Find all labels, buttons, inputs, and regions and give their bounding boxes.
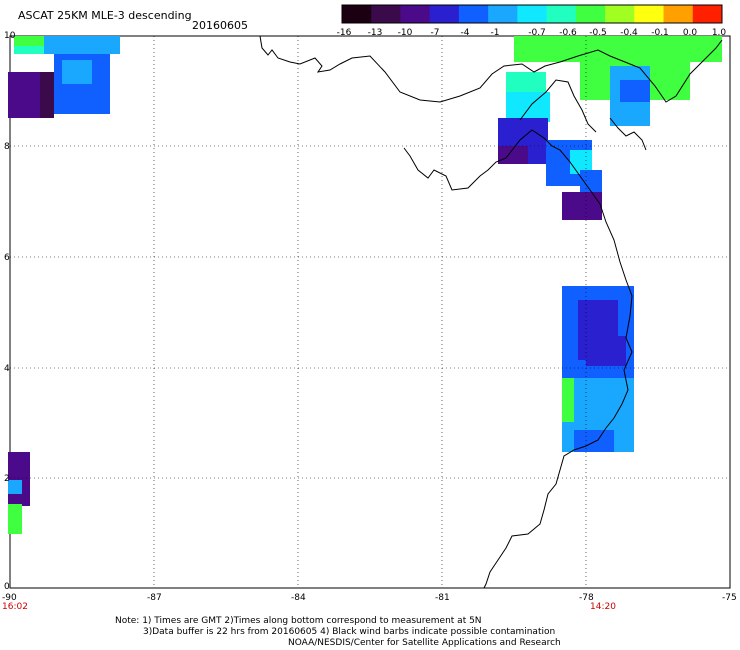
colorbar-tick: -0.6	[559, 28, 577, 38]
swath-cell	[498, 146, 528, 164]
lat-label: 2	[4, 474, 10, 484]
colorbar-tick: -16	[336, 28, 352, 38]
lon-label: -87	[147, 593, 162, 603]
colorbar-tick: 0.0	[682, 28, 698, 38]
swath-cell	[620, 80, 650, 102]
lat-label: 10	[4, 31, 16, 41]
data-swaths	[8, 36, 722, 534]
colorbar-segment	[692, 5, 723, 23]
swath-cell	[8, 504, 22, 534]
lat-label: 0	[4, 582, 10, 592]
lon-label: -78	[579, 593, 594, 603]
colorbar-segment	[342, 5, 372, 23]
lat-label: 8	[4, 142, 10, 152]
colorbar-tick: -10	[397, 28, 413, 38]
swath-cell	[506, 92, 550, 122]
colorbar-segment	[400, 5, 431, 23]
lat-label: 6	[4, 253, 10, 263]
lon-label: -81	[435, 593, 450, 603]
time-label: 16:02	[2, 602, 28, 612]
colorbar-tick: -4	[460, 28, 470, 38]
lon-label: -75	[722, 593, 737, 603]
colorbar-segment	[488, 5, 518, 23]
colorbar-tick: -0.5	[589, 28, 607, 38]
swath-cell	[44, 36, 120, 54]
map-title: ASCAT 25KM MLE-3 descending	[18, 9, 192, 22]
colorbar-segment	[605, 5, 635, 23]
swath-cell	[14, 36, 44, 46]
colorbar-segment	[429, 5, 460, 23]
swath-cell	[562, 378, 574, 422]
colorbar-border	[341, 4, 723, 24]
colorbar-tick: -13	[367, 28, 383, 38]
lat-label: 4	[4, 364, 10, 374]
colorbar	[341, 4, 723, 24]
note-line: 3)Data buffer is 22 hrs from 20160605 4)…	[143, 627, 556, 637]
lon-label: -84	[291, 593, 306, 603]
note-line: NOAA/NESDIS/Center for Satellite Applica…	[288, 638, 561, 648]
lat-lon-grid	[10, 36, 730, 588]
swath-cell	[574, 430, 614, 452]
colorbar-tick: 1.0	[711, 28, 727, 38]
swath-cell	[570, 150, 592, 174]
colorbar-tick: -7	[430, 28, 440, 38]
colorbar-segment	[517, 5, 548, 23]
colorbar-segment	[575, 5, 606, 23]
time-label: 14:20	[590, 602, 616, 612]
colorbar-segment	[371, 5, 401, 23]
colorbar-tick: -0.4	[620, 28, 638, 38]
swath-cell	[62, 60, 92, 84]
note-line: Note: 1) Times are GMT 2)Times along bot…	[115, 616, 482, 626]
colorbar-segment	[546, 5, 577, 23]
swath-cell	[8, 480, 22, 494]
map-date: 20160605	[192, 19, 248, 32]
swath-cell	[562, 192, 602, 220]
colorbar-segment	[634, 5, 665, 23]
swath-cell	[8, 452, 30, 506]
colorbar-tick: -1	[490, 28, 500, 38]
plot-frame	[9, 35, 731, 589]
lon-label: -90	[2, 593, 17, 603]
swath-cell	[586, 336, 626, 366]
colorbar-tick: -0.7	[528, 28, 546, 38]
colorbar-segment	[663, 5, 694, 23]
colorbar-tick: -0.1	[651, 28, 669, 38]
colorbar-segment	[458, 5, 489, 23]
coastline	[259, 35, 723, 589]
swath-cell	[40, 72, 54, 118]
